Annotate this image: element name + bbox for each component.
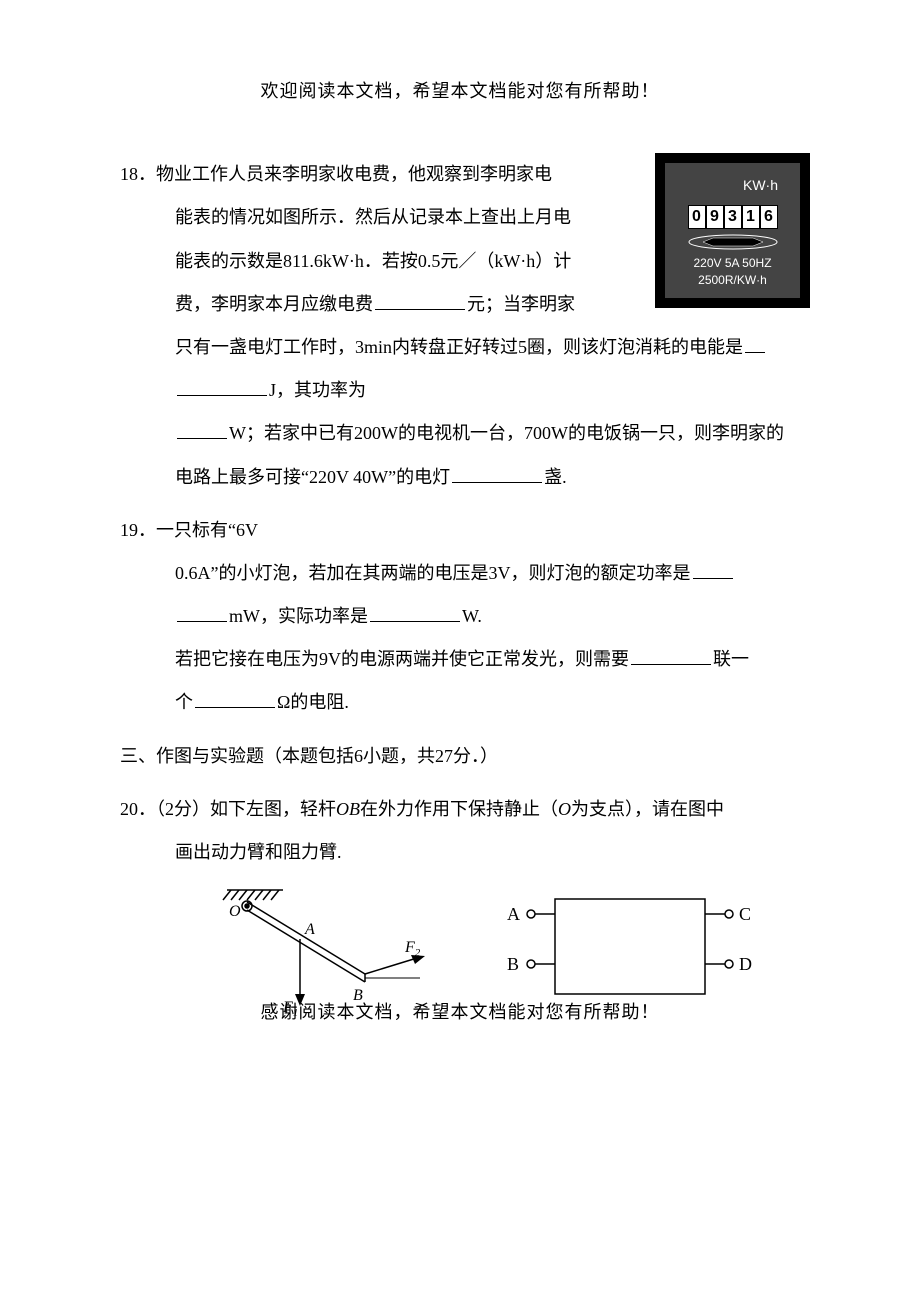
q20-line1: 20．（2分）如下左图，轻杆OB在外力作用下保持静止（O为支点），请在图中 [120, 788, 800, 831]
q19-line1-text: 一只标有“6V [156, 520, 258, 540]
meter-digit-4: 6 [760, 205, 778, 229]
q18-num: 18． [120, 164, 156, 184]
footer-note: 感谢阅读本文档，希望本文档能对您有所帮助！ [0, 991, 920, 1034]
q18-line4: W；若家中已有200W的电视机一台，700W的电饭锅一只，则李明家的 [120, 412, 800, 455]
q20-b: 在外力作用下保持静止（ [360, 799, 558, 819]
q19-line4-a: 若把它接在电压为9V的电源两端并使它正常发光，则需要 [175, 649, 629, 669]
header-note: 欢迎阅读本文档，希望本文档能对您有所帮助！ [120, 70, 800, 113]
label-A: A [304, 921, 315, 938]
label-circ-B: B [507, 954, 519, 974]
question-19: 19．一只标有“6V 0.6A”的小灯泡，若加在其两端的电压是3V，则灯泡的额定… [120, 509, 800, 725]
question-18: KW·h 0 9 3 1 6 220V 5A 50HZ 2500R/KW·h [120, 153, 800, 499]
q18-line5-a: 电路上最多可接“220V 40W”的电灯 [175, 467, 450, 487]
meter-digits: 0 9 3 1 6 [688, 205, 778, 229]
q19-line2: 0.6A”的小灯泡，若加在其两端的电压是3V，则灯泡的额定功率是 [120, 552, 800, 595]
blank-rated-power2 [177, 604, 227, 622]
meter-digit-1: 9 [706, 205, 724, 229]
q19-line4-b: 联一 [713, 649, 749, 669]
q18-line1d-b: 元；当李明家 [467, 294, 575, 314]
blank-resistance [195, 690, 275, 708]
blank-energy-trail [745, 335, 765, 353]
q19-line4: 若把它接在电压为9V的电源两端并使它正常发光，则需要 联一 [120, 638, 800, 681]
meter-digit-3: 1 [742, 205, 760, 229]
meter-spec-1: 220V 5A 50HZ [693, 255, 771, 272]
q19-line5-a: 个 [175, 692, 193, 712]
label-O: O [229, 903, 241, 920]
q20-ob: OB [336, 799, 360, 819]
q18-line5: 电路上最多可接“220V 40W”的电灯 盏. [120, 456, 800, 499]
q19-line3-b: W. [462, 606, 482, 626]
section-3-title: 三、作图与实验题（本题包括6小题，共27分．） [120, 735, 800, 778]
blank-fee [375, 292, 465, 310]
q18-line2: 只有一盏电灯工作时，3min内转盘正好转过5圈，则该灯泡消耗的电能是 [120, 326, 800, 369]
q18-line3-a: J，其功率为 [269, 380, 366, 400]
q19-line1: 19．一只标有“6V [120, 509, 800, 552]
label-circ-A: A [507, 904, 520, 924]
meter-face: KW·h 0 9 3 1 6 220V 5A 50HZ 2500R/KW·h [665, 163, 800, 298]
q18-line2-a: 只有一盏电灯工作时，3min内转盘正好转过5圈，则该灯泡消耗的电能是 [175, 337, 743, 357]
meter-dial-icon [683, 233, 783, 251]
q18-line4-a: W；若家中已有200W的电视机一台，700W的电饭锅一只，则李明家的 [229, 423, 784, 443]
meter-digit-0: 0 [688, 205, 706, 229]
q20-line2: 画出动力臂和阻力臂. [120, 831, 800, 874]
q19-line3: mW，实际功率是 W. [120, 595, 800, 638]
blank-energy [177, 378, 267, 396]
q19-line5: 个 Ω的电阻. [120, 681, 800, 724]
q18-line5-b: 盏. [544, 467, 567, 487]
blank-rated-power [693, 561, 733, 579]
q19-num: 19． [120, 520, 156, 540]
q19-line2-a: 0.6A”的小灯泡，若加在其两端的电压是3V，则灯泡的额定功率是 [175, 563, 691, 583]
meter-spec-2: 2500R/KW·h [698, 272, 767, 289]
blank-actual-power [370, 604, 460, 622]
blank-lamps [452, 465, 542, 483]
q20-o: O [558, 799, 571, 819]
q20-c: 为支点），请在图中 [571, 799, 724, 819]
meter-image: KW·h 0 9 3 1 6 220V 5A 50HZ 2500R/KW·h [655, 153, 810, 308]
question-20: 20．（2分）如下左图，轻杆OB在外力作用下保持静止（O为支点），请在图中 画出… [120, 788, 800, 1024]
label-circ-D: D [739, 954, 752, 974]
q20-num: 20． [120, 799, 156, 819]
blank-connection [631, 647, 711, 665]
page: 欢迎阅读本文档，希望本文档能对您有所帮助！ KW·h 0 9 3 1 6 [0, 0, 920, 1074]
label-circ-C: C [739, 904, 751, 924]
q18-line1d-a: 费，李明家本月应缴电费 [175, 294, 373, 314]
q19-line5-b: Ω的电阻. [277, 692, 349, 712]
meter-digit-2: 3 [724, 205, 742, 229]
q19-line3-a: mW，实际功率是 [229, 606, 368, 626]
q18-line1a: 物业工作人员来李明家收电费，他观察到李明家电 [156, 164, 552, 184]
q18-line3: J，其功率为 [120, 369, 800, 412]
q20-a: （2分）如下左图，轻杆 [156, 799, 336, 819]
blank-power [177, 421, 227, 439]
